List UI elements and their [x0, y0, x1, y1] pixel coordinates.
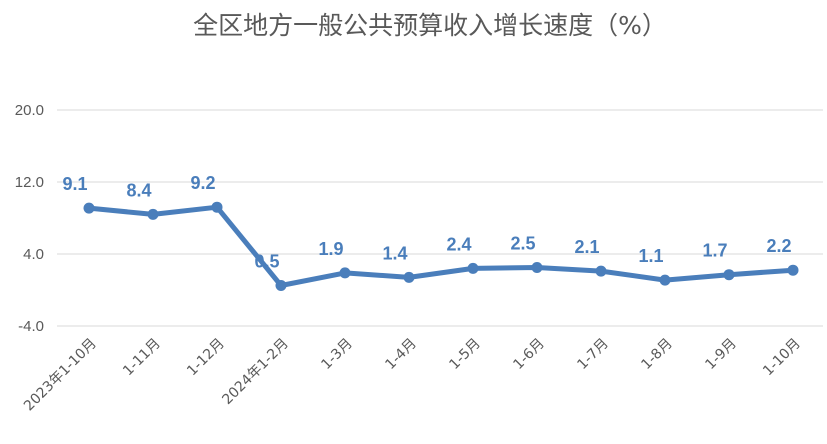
- x-tick-label: 2023年1-10月: [21, 336, 100, 415]
- data-label: 0.5: [254, 252, 279, 272]
- data-label: 2.5: [510, 234, 535, 254]
- data-label: 1.7: [702, 241, 727, 261]
- data-point: [83, 202, 95, 214]
- x-tick-label: 1-7月: [574, 336, 611, 373]
- x-tick-label: 1-12月: [184, 336, 228, 380]
- data-point: [275, 280, 287, 291]
- y-tick-label: 4.0: [23, 246, 44, 263]
- data-label: 1.4: [382, 243, 407, 263]
- data-label: 1.1: [638, 246, 663, 266]
- data-label: 2.1: [574, 237, 599, 257]
- data-label: 1.9: [318, 239, 343, 259]
- x-tick-label: 1-4月: [382, 336, 419, 373]
- x-tick-label: 1-10月: [760, 336, 804, 380]
- x-tick-label: 1-3月: [318, 336, 355, 373]
- x-tick-label: 1-9月: [702, 336, 739, 373]
- x-tick-label: 1-8月: [638, 336, 675, 373]
- data-point: [339, 267, 351, 279]
- series-line: [86, 204, 796, 288]
- data-point: [211, 201, 223, 213]
- y-tick-label: -4.0: [18, 318, 44, 335]
- data-label: 9.1: [62, 174, 87, 194]
- data-point: [723, 269, 735, 281]
- data-label: 2.2: [766, 236, 791, 256]
- y-tick-label: 12.0: [15, 174, 44, 191]
- x-tick-label: 2024年1-2月: [219, 336, 291, 408]
- x-tick-label: 1-11月: [120, 336, 164, 380]
- data-point: [659, 274, 671, 286]
- x-tick-label: 1-5月: [446, 336, 483, 373]
- x-tick-label: 1-6月: [510, 336, 547, 373]
- data-point: [787, 264, 799, 276]
- data-point: [595, 265, 607, 277]
- data-labels: 9.1 8.4 9.2 0.5 1.9 1.4 2.4 2.5 2.1 1.1 1.7 2.2: [62, 173, 791, 271]
- chart-title: 全区地方一般公共预算收入增长速度（%）: [193, 11, 667, 40]
- gridlines: [57, 109, 823, 327]
- series-line-group: [83, 201, 799, 291]
- data-point: [147, 208, 159, 220]
- data-point: [531, 262, 543, 273]
- y-tick-label: 20.0: [15, 102, 44, 119]
- data-label: 9.2: [190, 173, 215, 193]
- data-point: [403, 271, 415, 283]
- y-axis: -4.0 4.0 12.0 20.0: [15, 102, 44, 335]
- data-label: 2.4: [446, 234, 471, 254]
- data-point: [467, 262, 479, 274]
- data-label: 8.4: [126, 180, 151, 200]
